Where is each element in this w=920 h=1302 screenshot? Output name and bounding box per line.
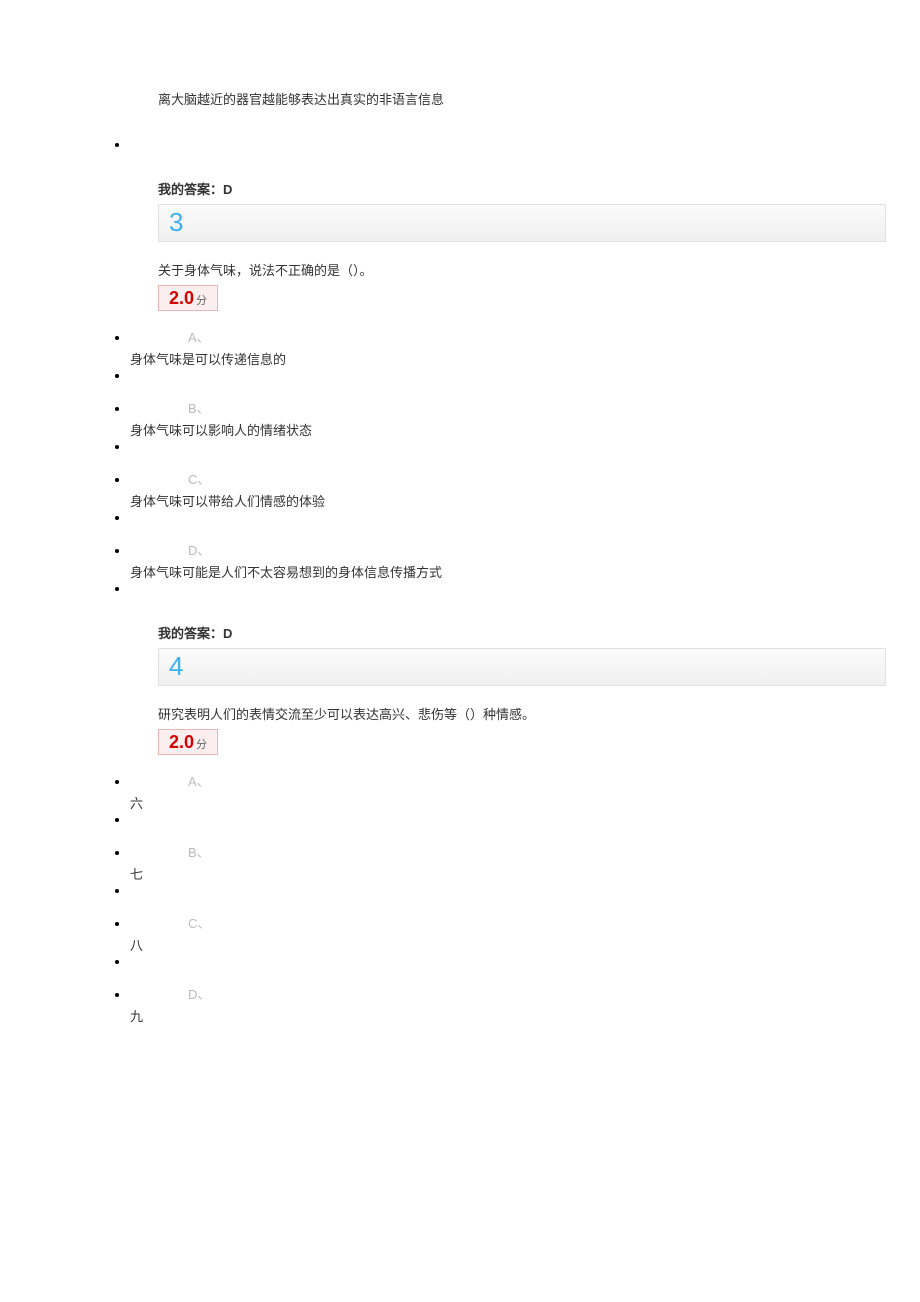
- empty-bullet: [130, 812, 920, 842]
- question-text: 研究表明人们的表情交流至少可以表达高兴、悲伤等（）种情感。: [158, 704, 920, 723]
- prev-option-d-text: 离大脑越近的器官越能够表达出真实的非语言信息: [158, 90, 920, 111]
- option-letter: B、: [188, 842, 920, 861]
- option-a: A、 身体气味是可以传递信息的: [130, 327, 920, 368]
- score-value: 2.0: [169, 288, 194, 309]
- empty-bullet: [130, 510, 920, 540]
- option-letter: C、: [188, 469, 920, 488]
- question-text: 关于身体气味，说法不正确的是（）。: [158, 260, 920, 279]
- option-text: 身体气味可以带给人们情感的体验: [130, 491, 920, 510]
- answer-label: 我的答案：: [158, 626, 223, 641]
- option-a: A、 六: [130, 771, 920, 812]
- option-letter: B、: [188, 398, 920, 417]
- score-unit: 分: [196, 736, 207, 752]
- score-box: 2.0 分: [158, 285, 218, 311]
- option-text: 身体气味可能是人们不太容易想到的身体信息传播方式: [130, 562, 920, 581]
- answer-label: 我的答案：: [158, 182, 223, 197]
- option-text: 九: [130, 1006, 920, 1025]
- question-3-options-list: A、 身体气味是可以传递信息的 B、 身体气味可以影响人的情绪状态 C、 身体气…: [0, 327, 920, 611]
- option-letter: D、: [188, 540, 920, 559]
- option-letter: A、: [188, 327, 920, 346]
- q3-my-answer: 我的答案：D: [158, 623, 920, 642]
- option-text: 六: [130, 793, 920, 812]
- question-4-options-list: A、 六 B、 七 C、 八 D、 九: [0, 771, 920, 1025]
- option-c: C、 八: [130, 913, 920, 954]
- answer-value: D: [223, 626, 232, 641]
- question-number: 4: [169, 651, 183, 682]
- empty-bullet: [130, 954, 920, 984]
- score-unit: 分: [196, 292, 207, 308]
- empty-bullet: [130, 137, 920, 167]
- question-number-box: 3: [158, 204, 886, 242]
- option-text: 八: [130, 935, 920, 954]
- option-b: B、 七: [130, 842, 920, 883]
- option-letter: D、: [188, 984, 920, 1003]
- option-d: D、 九: [130, 984, 920, 1025]
- option-c: C、 身体气味可以带给人们情感的体验: [130, 469, 920, 510]
- option-b: B、 身体气味可以影响人的情绪状态: [130, 398, 920, 439]
- option-text: 身体气味是可以传递信息的: [130, 349, 920, 368]
- score-box: 2.0 分: [158, 729, 218, 755]
- option-d: D、 身体气味可能是人们不太容易想到的身体信息传播方式: [130, 540, 920, 581]
- prev-question-trailing-list: [0, 137, 920, 167]
- empty-bullet: [130, 439, 920, 469]
- empty-bullet: [130, 581, 920, 611]
- empty-bullet: [130, 368, 920, 398]
- prev-my-answer: 我的答案：D: [158, 179, 920, 198]
- question-number: 3: [169, 207, 183, 238]
- option-letter: A、: [188, 771, 920, 790]
- question-number-box: 4: [158, 648, 886, 686]
- answer-value: D: [223, 182, 232, 197]
- option-text: 身体气味可以影响人的情绪状态: [130, 420, 920, 439]
- score-value: 2.0: [169, 732, 194, 753]
- option-text: 七: [130, 864, 920, 883]
- empty-bullet: [130, 883, 920, 913]
- option-letter: C、: [188, 913, 920, 932]
